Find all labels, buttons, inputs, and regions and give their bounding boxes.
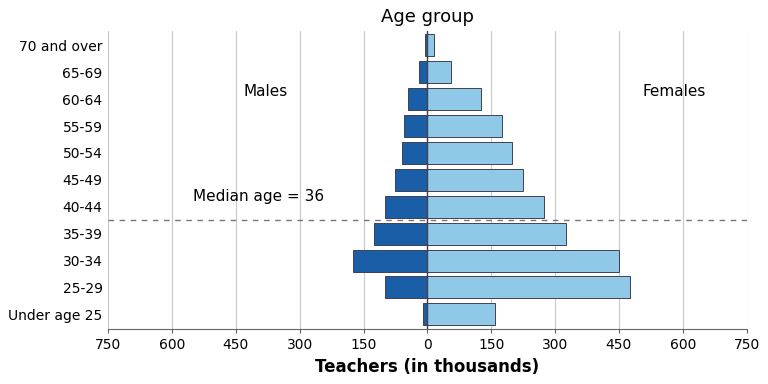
Bar bbox=[427, 250, 619, 271]
Title: Age group: Age group bbox=[381, 8, 474, 26]
Bar bbox=[427, 303, 495, 325]
Bar bbox=[427, 61, 451, 83]
X-axis label: Teachers (in thousands): Teachers (in thousands) bbox=[316, 358, 539, 376]
Bar bbox=[427, 88, 481, 110]
Bar bbox=[423, 303, 427, 325]
Text: Males: Males bbox=[243, 84, 288, 99]
Bar bbox=[427, 115, 502, 137]
Bar bbox=[396, 169, 427, 191]
Bar bbox=[427, 276, 630, 298]
Bar bbox=[353, 250, 427, 271]
Bar bbox=[385, 196, 427, 218]
Bar bbox=[419, 61, 427, 83]
Bar bbox=[425, 35, 427, 56]
Bar bbox=[427, 35, 434, 56]
Bar bbox=[427, 223, 566, 245]
Bar bbox=[402, 142, 427, 164]
Bar bbox=[404, 115, 427, 137]
Bar bbox=[427, 169, 523, 191]
Bar bbox=[385, 276, 427, 298]
Bar bbox=[427, 142, 512, 164]
Bar bbox=[408, 88, 427, 110]
Text: Females: Females bbox=[643, 84, 706, 99]
Bar bbox=[427, 196, 545, 218]
Bar bbox=[374, 223, 427, 245]
Text: Median age = 36: Median age = 36 bbox=[194, 189, 324, 204]
